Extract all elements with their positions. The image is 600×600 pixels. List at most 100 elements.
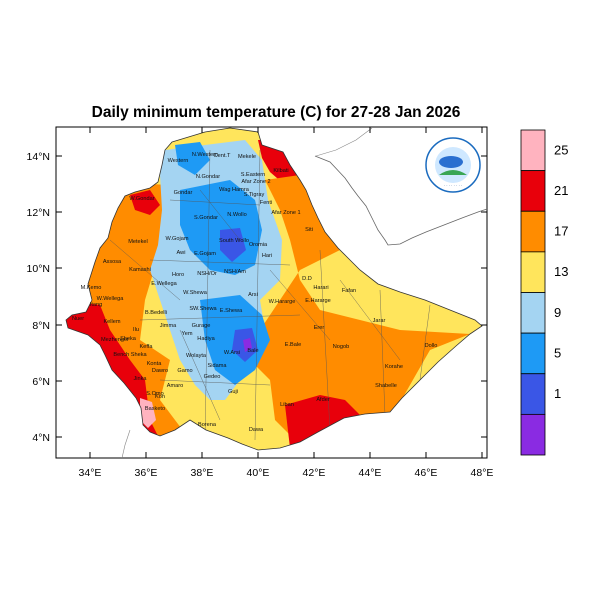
region-label: Shabelle (375, 383, 397, 389)
colorbar-level-label: 1 (554, 386, 561, 401)
lon-tick-label: 48°E (471, 467, 494, 479)
region-label: E.Shewa (220, 308, 243, 314)
lon-tick-label: 42°E (303, 467, 326, 479)
region-label: Gurage (192, 323, 211, 329)
logo-caption: · · · · · · · · (444, 183, 462, 188)
region-label: Wolayta (186, 353, 207, 359)
region-label: Assosa (103, 259, 122, 265)
region-label: E.Wellega (151, 281, 177, 287)
region-label: Afder (316, 397, 330, 403)
region-label: Oromia (249, 242, 268, 248)
region-label: Mezhenger (101, 337, 129, 343)
colorbar-swatch (520, 251, 546, 293)
lat-tick-label: 14°N (27, 151, 50, 163)
region-label: Dollo (425, 343, 438, 349)
region-label: Afar Zone 2 (241, 179, 270, 185)
region-label: Bale (247, 348, 258, 354)
region-label: Arsi (248, 292, 258, 298)
region-label: Kamashi (129, 267, 151, 273)
region-label: Western (168, 158, 189, 164)
map-title: Daily minimum temperature (C) for 27-28 … (91, 104, 461, 121)
region-label: S.Gondar (194, 215, 218, 221)
region-label: Konta (147, 361, 163, 367)
region-label: Yem (182, 331, 193, 337)
region-label: Itang (90, 302, 102, 308)
region-label: Awi (177, 250, 186, 256)
lat-tick-label: 4°N (32, 432, 50, 444)
lat-tick-label: 8°N (32, 320, 50, 332)
region-label: NSH/Am (224, 269, 246, 275)
region-label: N.Wollo (227, 212, 246, 218)
region-label: Mekele (238, 154, 256, 160)
region-label: Metekel (128, 239, 148, 245)
region-label: W.Arsi (224, 350, 240, 356)
region-label: E.Hararge (305, 298, 331, 304)
region-label: South Wollo (219, 238, 249, 244)
country-outline (65, 127, 483, 451)
region-label: SW.Shewa (189, 306, 217, 312)
logo-land (439, 170, 467, 175)
lat-tick-label: 6°N (32, 376, 50, 388)
lon-tick-label: 38°E (191, 467, 214, 479)
region-label: Amaro (167, 383, 183, 389)
region-label: Gamo (177, 368, 192, 374)
region-label: Sidama (208, 363, 228, 369)
lon-tick-label: 36°E (135, 467, 158, 479)
coastline (314, 155, 488, 246)
region-label: M.Kemo (81, 285, 102, 291)
region-label: Ilu (133, 327, 139, 333)
region-label: Harari (313, 285, 328, 291)
region-label: Wag Hamra (219, 187, 250, 193)
region-label: Hadiya (197, 336, 215, 342)
colorbar-level-label: 21 (554, 183, 568, 198)
region-label: Bench Sheka (113, 352, 147, 358)
region-label: Jimma (160, 323, 177, 329)
region-label: S.Eastern (241, 172, 266, 178)
region-label: Gondar (174, 190, 193, 196)
latitude-axis: 4°N 6°N 8°N 10°N 12°N 14°N (27, 151, 487, 444)
colorbar-swatch (520, 170, 546, 212)
temp-band-21-25-northwest (130, 190, 160, 215)
region-label: Dawro (152, 368, 168, 374)
region-label: Nuer (72, 316, 84, 322)
colorbar-level-label: 25 (554, 142, 568, 157)
region-label: E.Bale (285, 342, 301, 348)
region-label: Nogob (333, 344, 349, 350)
region-label: W.Hararge (269, 299, 296, 305)
colorbar-swatch (520, 129, 546, 172)
region-label: Basketo (145, 406, 165, 412)
temp-band-21-25-southeast (285, 395, 360, 448)
region-label: S.Omo (146, 391, 163, 397)
colorbar-swatch (520, 332, 546, 375)
southwest-border (121, 429, 131, 459)
region-label: Keffa (140, 344, 154, 350)
colorbar: 25 21 17 13 9 5 1 (520, 129, 568, 456)
region-label: Sheka (120, 336, 137, 342)
region-label: Liban (280, 402, 294, 408)
region-label: Horo (172, 272, 184, 278)
region-label: S.Tigray (244, 192, 265, 198)
temp-band-5-9-far-north (175, 142, 210, 175)
region-label: Gedeo (204, 374, 221, 380)
logo-cloud (439, 156, 463, 168)
sudan-eritrea-border (315, 127, 373, 157)
lon-tick-label: 34°E (79, 467, 102, 479)
colorbar-swatch (520, 373, 546, 415)
region-label: Guji (228, 389, 238, 395)
region-label: Jinka (133, 376, 147, 382)
region-label: W.Gojam (165, 236, 188, 242)
region-label: N.Western (192, 152, 218, 158)
region-label: Kellem (103, 319, 120, 325)
region-label: Siti (305, 227, 313, 233)
region-label: Korahe (385, 364, 403, 370)
region-label: Dawa (249, 427, 264, 433)
region-label: Borena (198, 422, 217, 428)
colorbar-swatch (520, 210, 546, 253)
temp-band-1-5-core (220, 228, 246, 262)
lon-tick-label: 40°E (247, 467, 270, 479)
region-label: Hari (262, 253, 272, 259)
lat-tick-label: 10°N (27, 263, 50, 275)
temp-band-17-21-east (250, 175, 470, 445)
